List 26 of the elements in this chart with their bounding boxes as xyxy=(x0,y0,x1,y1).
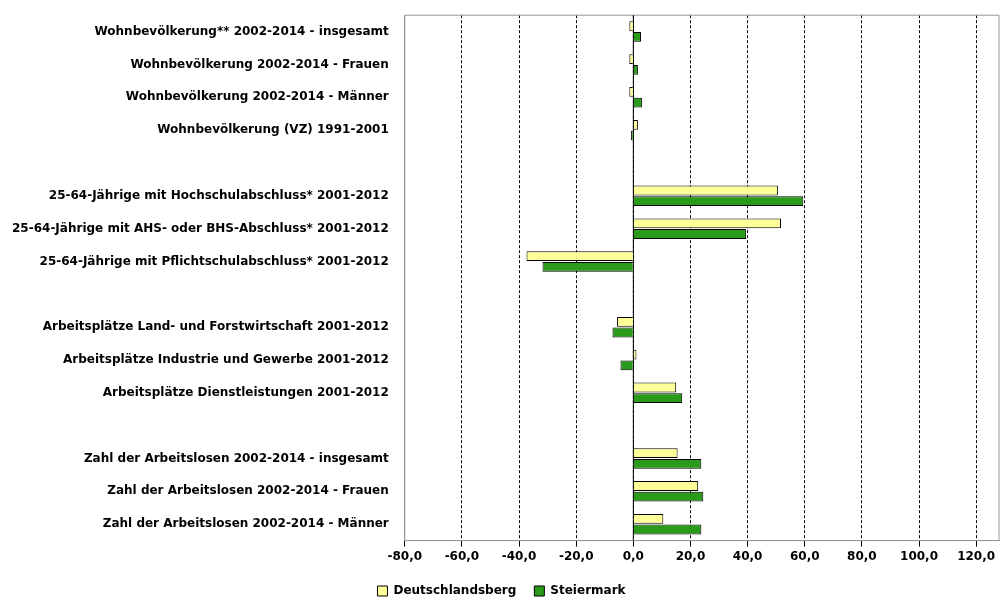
legend-label: Steiermark xyxy=(550,583,627,598)
y-tick-label: Wohnbevölkerung** 2002-2014 - insgesamt xyxy=(94,23,390,38)
y-tick-label: Wohnbevölkerung 2002-2014 - Männer xyxy=(125,89,389,104)
x-tick-label: 0,0 xyxy=(622,548,644,563)
x-tick-label: 60,0 xyxy=(789,548,820,563)
y-tick-label: 25-64-Jährige mit Pflichtschulabschluss* 2001-2012 xyxy=(39,253,389,268)
legend-label: Deutschlandsberg xyxy=(393,583,517,598)
y-tick-label: Arbeitsplätze Dienstleistungen 2001-2012 xyxy=(102,384,389,399)
x-tick-label: 100,0 xyxy=(900,548,938,563)
x-tick-label: -80,0 xyxy=(387,548,423,563)
y-tick-label: Arbeitsplätze Industrie und Gewerbe 2001-2012 xyxy=(62,352,389,367)
y-tick-label: 25-64-Jährige mit AHS- oder BHS-Abschluss* 2001-2012 xyxy=(12,220,389,235)
y-tick-label: 25-64-Jährige mit Hochschulabschluss* 2001-2012 xyxy=(48,187,389,202)
x-tick-label: -60,0 xyxy=(444,548,480,563)
y-tick-label: Zahl der Arbeitslosen 2002-2014 - Männer xyxy=(102,516,389,531)
y-tick-label: Zahl der Arbeitslosen 2002-2014 - insgesamt xyxy=(83,450,390,465)
x-tick-label: -40,0 xyxy=(501,548,537,563)
y-tick-label: Arbeitsplätze Land- und Forstwirtschaft 2001-2012 xyxy=(42,319,389,334)
x-tick-label: -20,0 xyxy=(558,548,594,563)
x-tick-label: 40,0 xyxy=(732,548,763,563)
y-tick-label: Wohnbevölkerung (VZ) 1991-2001 xyxy=(157,122,389,137)
y-tick-label: Zahl der Arbeitslosen 2002-2014 - Frauen xyxy=(107,483,389,498)
x-tick-label: 120,0 xyxy=(957,548,996,563)
x-tick-label: 20,0 xyxy=(675,548,706,563)
x-tick-label: 80,0 xyxy=(847,548,877,563)
y-tick-label: Wohnbevölkerung 2002-2014 - Frauen xyxy=(130,56,389,71)
